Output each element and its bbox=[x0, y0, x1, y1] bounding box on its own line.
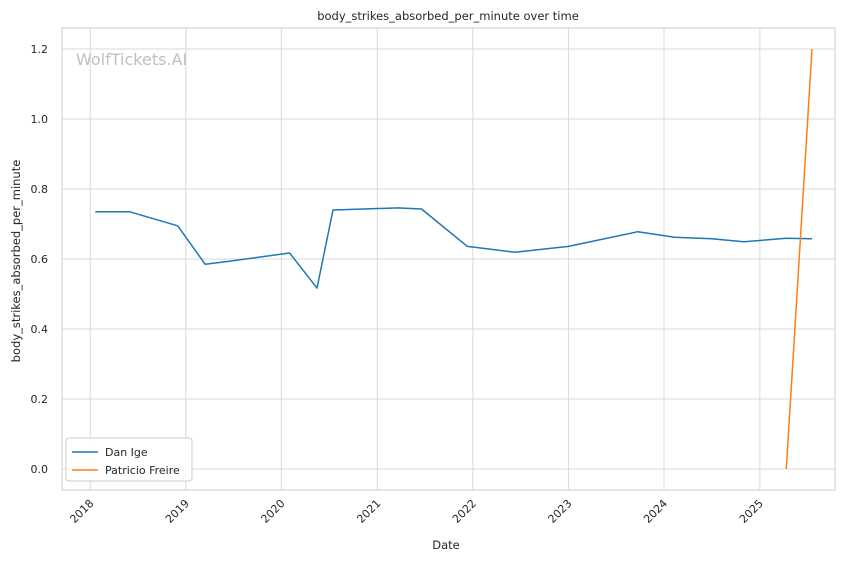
y-tick-label: 0.8 bbox=[31, 183, 49, 196]
x-tick-label: 2021 bbox=[354, 497, 383, 526]
y-tick-label: 0.4 bbox=[31, 323, 49, 336]
x-tick-label: 2023 bbox=[546, 497, 575, 526]
x-tick-label: 2024 bbox=[641, 497, 670, 526]
x-tick-label: 2025 bbox=[737, 497, 766, 526]
y-tick-label: 0.6 bbox=[31, 253, 49, 266]
series-line-patricio-freire bbox=[785, 48, 813, 470]
y-tick-label: 0.2 bbox=[31, 393, 49, 406]
x-tick-label: 2018 bbox=[67, 497, 96, 526]
y-tick-label: 1.2 bbox=[31, 43, 49, 56]
legend-label-dan-ige: Dan Ige bbox=[105, 446, 148, 459]
y-tick-label: 0.0 bbox=[31, 463, 49, 476]
chart-title: body_strikes_absorbed_per_minute over ti… bbox=[317, 9, 579, 23]
y-axis-title: body_strikes_absorbed_per_minute bbox=[9, 160, 23, 363]
watermark-text: WolfTickets.AI bbox=[76, 50, 187, 69]
y-tick-label: 1.0 bbox=[31, 113, 49, 126]
x-tick-label: 2022 bbox=[450, 497, 479, 526]
series-line-dan-ige bbox=[95, 207, 813, 289]
x-tick-label: 2019 bbox=[163, 497, 192, 526]
legend: Dan Ige Patricio Freire bbox=[65, 437, 193, 482]
x-tick-label: 2020 bbox=[259, 497, 288, 526]
legend-label-patricio-freire: Patricio Freire bbox=[105, 464, 180, 477]
x-axis-title: Date bbox=[432, 538, 460, 552]
